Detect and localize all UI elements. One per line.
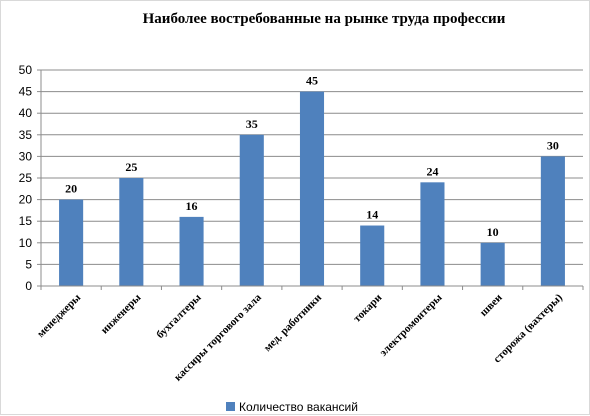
y-tick-label: 50 (19, 63, 33, 77)
y-axis-ticks: 0 5 10 15 20 25 30 35 40 45 50 (19, 63, 41, 293)
y-tick-label: 10 (19, 236, 33, 250)
bar (480, 242, 505, 286)
y-tick-label: 20 (19, 193, 33, 207)
x-tick-label: токари (351, 291, 385, 325)
bar (360, 225, 385, 286)
y-tick-label: 0 (25, 279, 32, 293)
y-tick-label: 30 (19, 149, 33, 163)
bar (179, 216, 204, 286)
data-label: 24 (426, 164, 438, 178)
x-tick-label: мед. работники (262, 291, 325, 354)
data-labels: 20 25 16 35 45 14 24 10 30 (65, 74, 559, 239)
x-tick-label: инженеры (99, 291, 144, 336)
legend-swatch (226, 402, 235, 411)
bar (540, 156, 565, 286)
y-tick-label: 25 (19, 171, 33, 185)
bar (420, 182, 445, 286)
x-tick-label: швеи (478, 291, 506, 319)
bars (59, 91, 565, 286)
legend-label: Количество вакансий (239, 400, 358, 414)
y-tick-label: 40 (19, 106, 33, 120)
bar (299, 91, 325, 286)
data-label: 20 (65, 182, 77, 196)
data-label: 14 (366, 208, 378, 222)
y-tick-label: 35 (19, 128, 33, 142)
data-label: 10 (487, 225, 499, 239)
chart-title: Наиболее востребованные на рынке труда п… (143, 11, 506, 27)
axes (40, 70, 584, 290)
y-tick-label: 5 (25, 257, 32, 271)
x-tick-label: электромонтеры (377, 291, 445, 359)
data-label: 25 (125, 160, 137, 174)
x-tick-label: бухгалтеры (154, 291, 204, 341)
bar (119, 178, 144, 286)
data-label: 45 (306, 74, 318, 88)
y-tick-label: 45 (19, 85, 33, 99)
data-label: 30 (547, 138, 559, 152)
bar (59, 199, 84, 286)
y-tick-label: 15 (19, 214, 33, 228)
bar (239, 134, 264, 286)
data-label: 16 (186, 199, 198, 213)
data-label: 35 (246, 117, 258, 131)
x-tick-label: менеджеры (35, 291, 84, 340)
legend: Количество вакансий (226, 400, 358, 414)
